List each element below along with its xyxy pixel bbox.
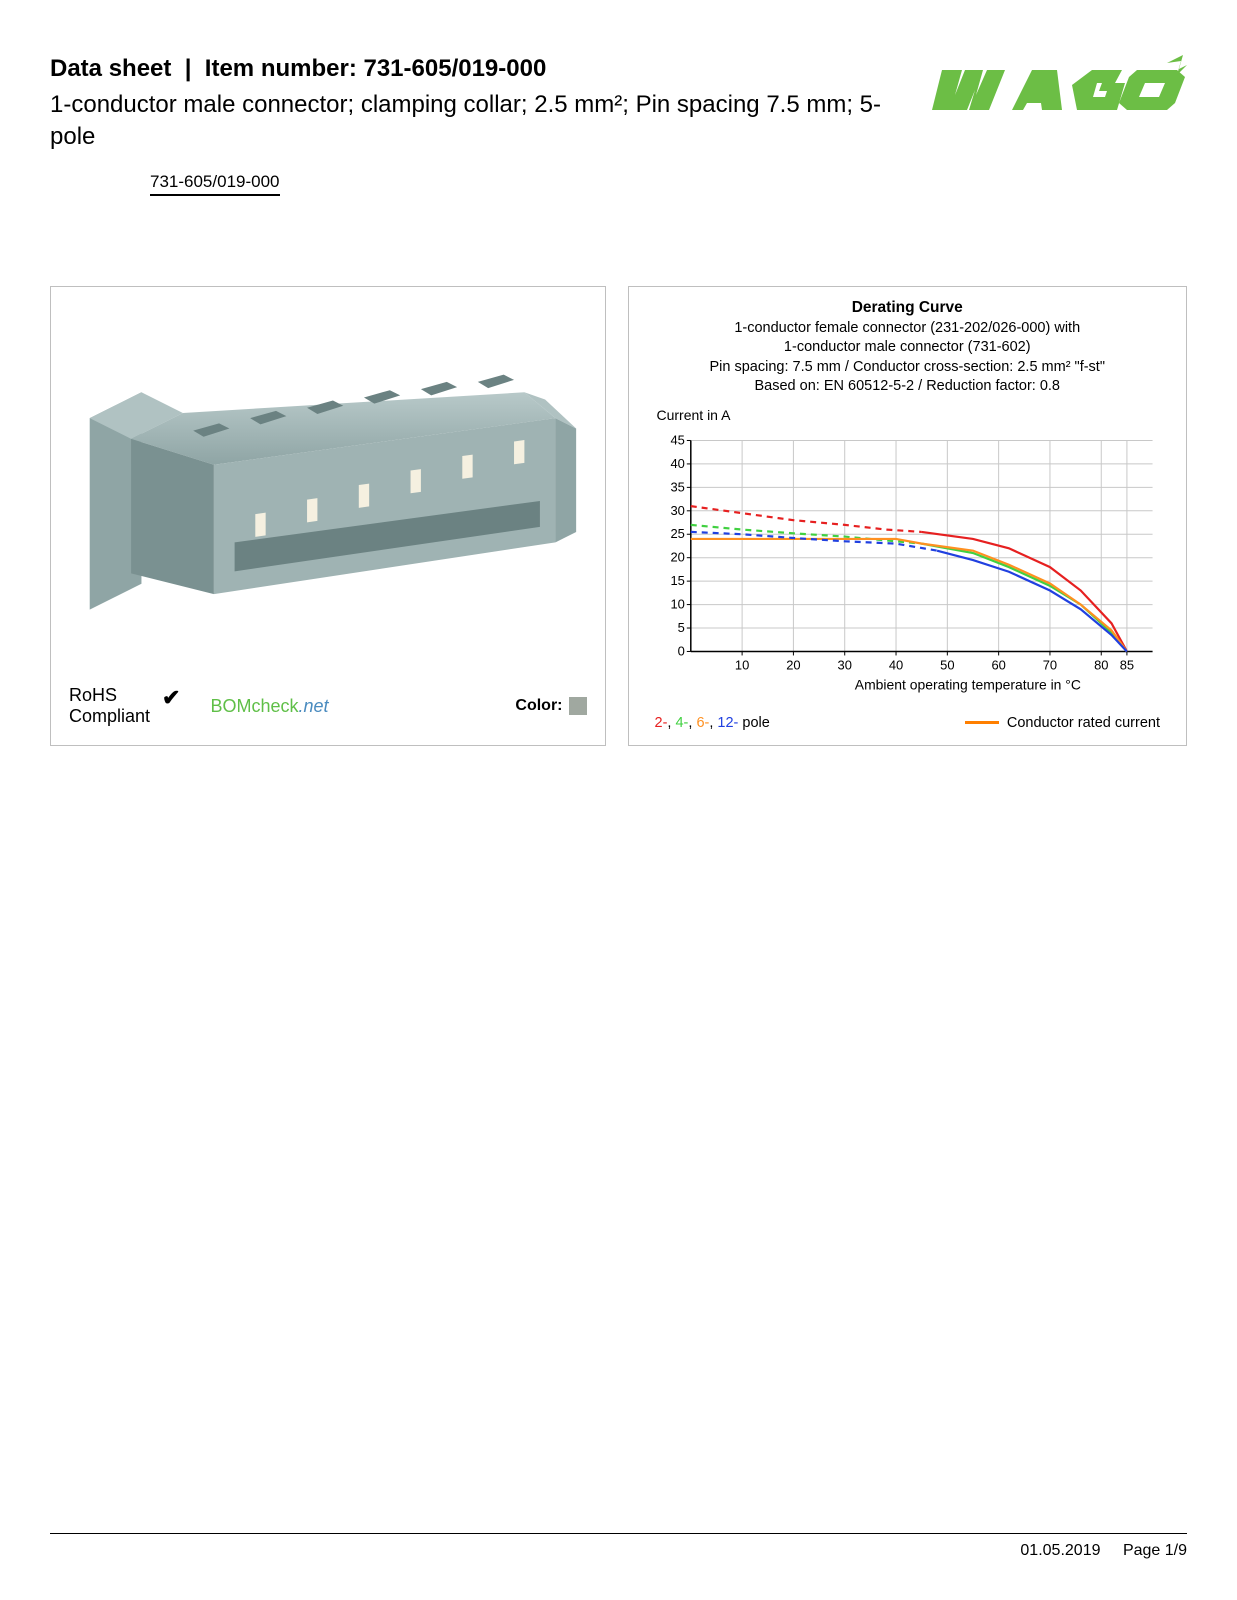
svg-text:20: 20 [786, 657, 800, 672]
chart-panel: Derating Curve 1-conductor female connec… [628, 286, 1188, 746]
rohs-line2: Compliant [69, 706, 150, 727]
chart-subtitle-3: Pin spacing: 7.5 mm / Conductor cross-se… [649, 358, 1167, 378]
legend-pole-suffix: pole [738, 715, 769, 731]
chart-subtitle-4: Based on: EN 60512-5-2 / Reduction facto… [649, 377, 1167, 397]
color-label: Color: [515, 697, 562, 715]
rohs-line1: RoHS [69, 685, 150, 706]
title-item-number: 731-605/019-000 [363, 55, 546, 82]
svg-text:0: 0 [677, 643, 684, 658]
compliance-row: RoHS Compliant ✔ BOMcheck.net Color: [69, 675, 587, 726]
svg-text:50: 50 [940, 657, 954, 672]
bomcheck-main: BOMcheck [210, 696, 298, 716]
chart-y-axis-label: Current in A [657, 407, 1167, 423]
svg-text:85: 85 [1119, 657, 1133, 672]
legend-12-pole: 12- [717, 715, 738, 731]
title-prefix: Data sheet [50, 55, 171, 82]
legend-line-sample-icon [965, 721, 999, 724]
page-title: Data sheet | Item number: 731-605/019-00… [50, 55, 887, 83]
panels-row: RoHS Compliant ✔ BOMcheck.net Color: Der… [50, 286, 1187, 746]
product-panel: RoHS Compliant ✔ BOMcheck.net Color: [50, 286, 606, 746]
legend-poles: 2-, 4-, 6-, 12- pole [655, 715, 770, 731]
svg-text:80: 80 [1094, 657, 1108, 672]
derating-chart: 0 5 10 15 20 25 30 35 40 45 10 20 30 40 50 60 70 80 85 Ambi… [649, 425, 1167, 707]
title-label: Item number: [205, 55, 357, 82]
item-link-row: 731-605/019-000 [50, 172, 887, 196]
legend-rated-label: Conductor rated current [1007, 715, 1160, 731]
page-subtitle: 1-conductor male connector; clamping col… [50, 89, 887, 154]
svg-text:45: 45 [670, 432, 684, 447]
item-number-link[interactable]: 731-605/019-000 [150, 172, 280, 196]
svg-text:25: 25 [670, 526, 684, 541]
footer-date: 01.05.2019 [1020, 1542, 1100, 1559]
svg-text:60: 60 [991, 657, 1005, 672]
chart-subtitle-2: 1-conductor male connector (731-602) [649, 338, 1167, 358]
svg-text:10: 10 [670, 597, 684, 612]
rohs-text: RoHS Compliant [69, 685, 150, 726]
svg-text:15: 15 [670, 573, 684, 588]
wago-logo [927, 55, 1187, 125]
legend-4-pole: 4- [675, 715, 688, 731]
legend-6-pole: 6- [696, 715, 709, 731]
legend-rated-current: Conductor rated current [965, 715, 1160, 731]
chart-title: Derating Curve [649, 299, 1167, 317]
svg-text:Ambient operating temperature: Ambient operating temperature in °C [854, 676, 1080, 692]
connector-illustration [69, 325, 587, 656]
title-separator: | [185, 55, 192, 82]
rohs-compliant-badge: RoHS Compliant ✔ [69, 685, 180, 726]
legend-2-pole: 2- [655, 715, 668, 731]
svg-text:20: 20 [670, 550, 684, 565]
product-image [69, 305, 587, 676]
svg-text:10: 10 [734, 657, 748, 672]
color-indicator: Color: [515, 697, 586, 715]
svg-text:35: 35 [670, 479, 684, 494]
chart-legend: 2-, 4-, 6-, 12- pole Conductor rated cur… [649, 715, 1167, 731]
svg-text:5: 5 [677, 620, 684, 635]
chart-subtitle-1: 1-conductor female connector (231-202/02… [649, 319, 1167, 339]
svg-text:30: 30 [837, 657, 851, 672]
bomcheck-link[interactable]: BOMcheck.net [210, 696, 328, 717]
bomcheck-suffix: .net [299, 696, 329, 716]
color-swatch [569, 697, 587, 715]
svg-text:70: 70 [1042, 657, 1056, 672]
svg-text:30: 30 [670, 503, 684, 518]
footer-page: Page 1/9 [1123, 1542, 1187, 1559]
check-icon: ✔ [162, 685, 180, 710]
page-footer: 01.05.2019 Page 1/9 [50, 1533, 1187, 1560]
page-header: Data sheet | Item number: 731-605/019-00… [50, 55, 1187, 196]
svg-text:40: 40 [888, 657, 902, 672]
header-text-block: Data sheet | Item number: 731-605/019-00… [50, 55, 927, 196]
svg-text:40: 40 [670, 456, 684, 471]
